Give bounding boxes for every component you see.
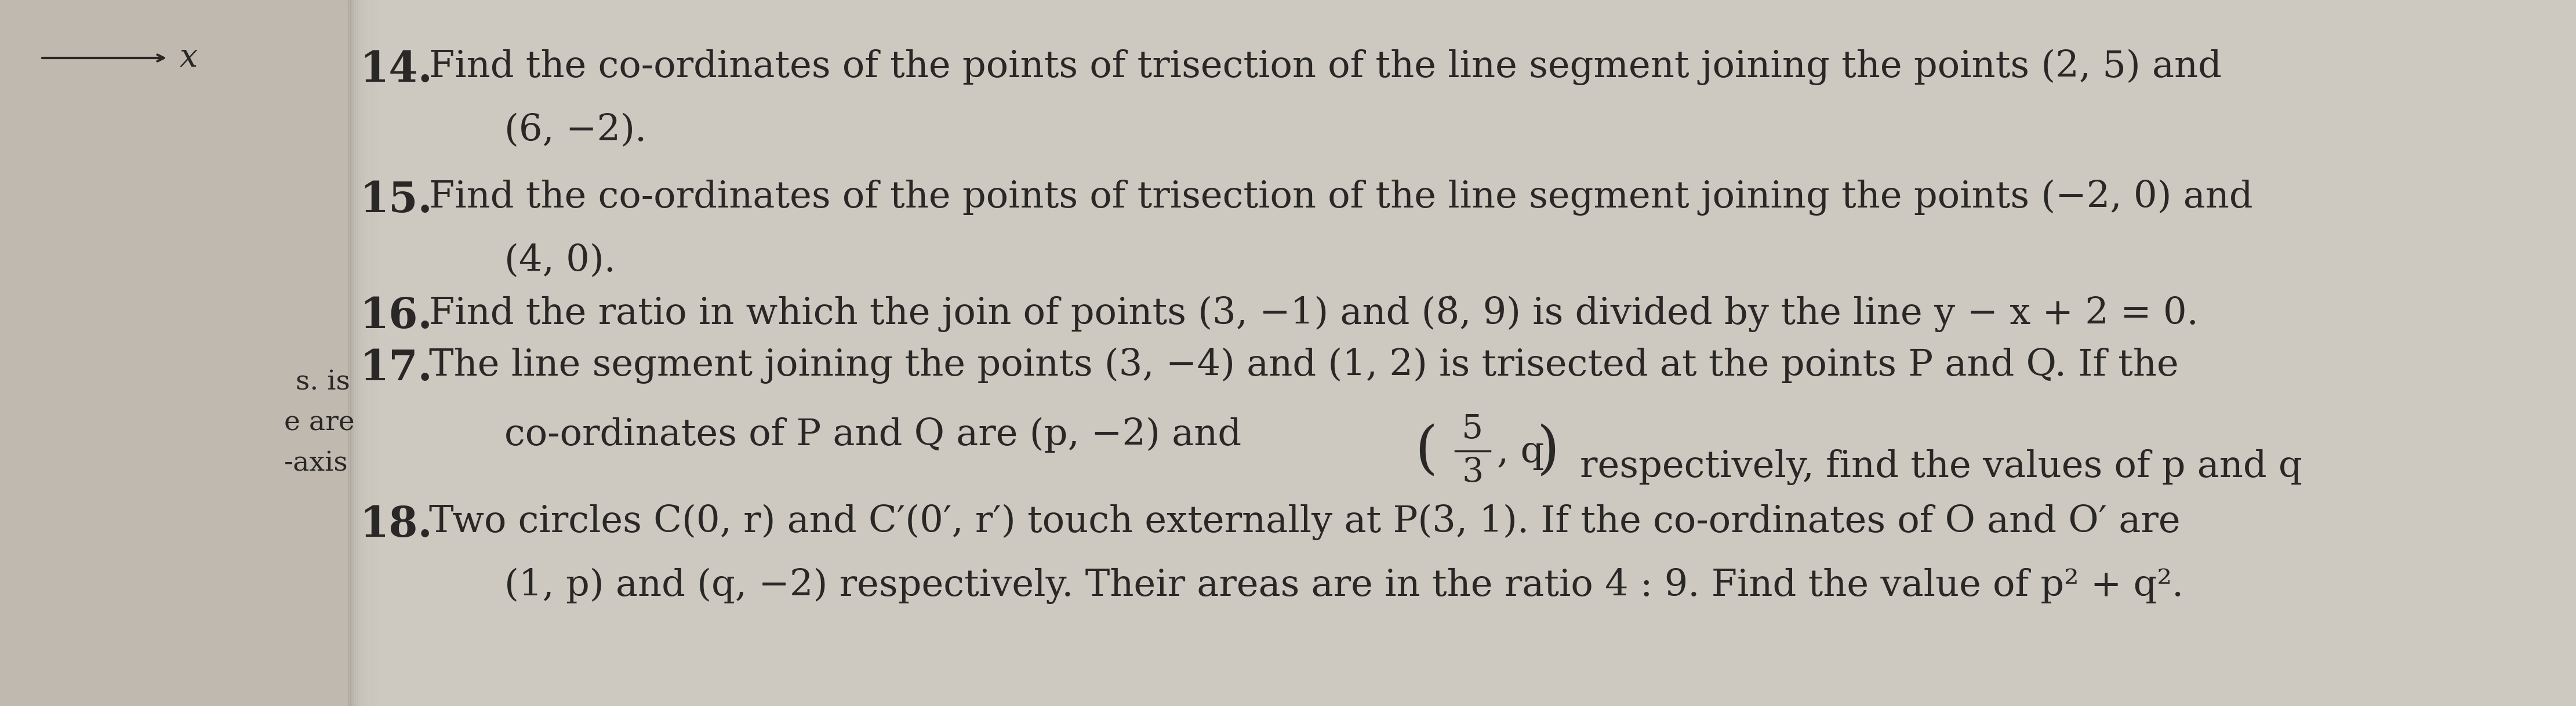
Text: 17.: 17. [361, 348, 433, 389]
Text: respectively, find the values of p and q: respectively, find the values of p and q [1579, 449, 2303, 485]
Text: 15.: 15. [361, 180, 433, 221]
Text: (: ( [1414, 424, 1437, 480]
Text: The line segment joining the points (3, −4) and (1, 2) is trisected at the point: The line segment joining the points (3, … [430, 348, 2179, 384]
Text: (1, p) and (q, −2) respectively. Their areas are in the ratio 4 : 9. Find the va: (1, p) and (q, −2) respectively. Their a… [505, 568, 2184, 604]
Text: s. is: s. is [296, 369, 350, 395]
Text: -axis: -axis [283, 450, 348, 477]
Text: , q: , q [1497, 434, 1543, 469]
Text: 14.: 14. [361, 49, 433, 90]
Text: e are: e are [283, 410, 355, 436]
Text: ): ) [1538, 424, 1558, 480]
Text: Find the ratio in which the join of points (3, −1) and (8̇, 9) is divided by the: Find the ratio in which the join of poin… [430, 296, 2197, 332]
Text: (6, −2).: (6, −2). [505, 113, 647, 148]
Bar [0, 0, 348, 706]
Text: 3: 3 [1461, 456, 1484, 489]
Text: Two circles C(0, r) and C′(0′, r′) touch externally at P(3, 1). If the co-ordina: Two circles C(0, r) and C′(0′, r′) touch… [430, 504, 2179, 541]
Text: 16.: 16. [361, 296, 433, 337]
Text: Find the co-ordinates of the points of trisection of the line segment joining th: Find the co-ordinates of the points of t… [430, 180, 2254, 216]
Text: 18.: 18. [361, 504, 433, 546]
Text: (4, 0).: (4, 0). [505, 244, 616, 279]
Text: 5: 5 [1463, 413, 1484, 445]
Text: x: x [180, 42, 198, 74]
Text: co-ordinates of P and Q are (p, −2) and: co-ordinates of P and Q are (p, −2) and [505, 417, 1242, 453]
Text: Find the co-ordinates of the points of trisection of the line segment joining th: Find the co-ordinates of the points of t… [430, 49, 2221, 85]
